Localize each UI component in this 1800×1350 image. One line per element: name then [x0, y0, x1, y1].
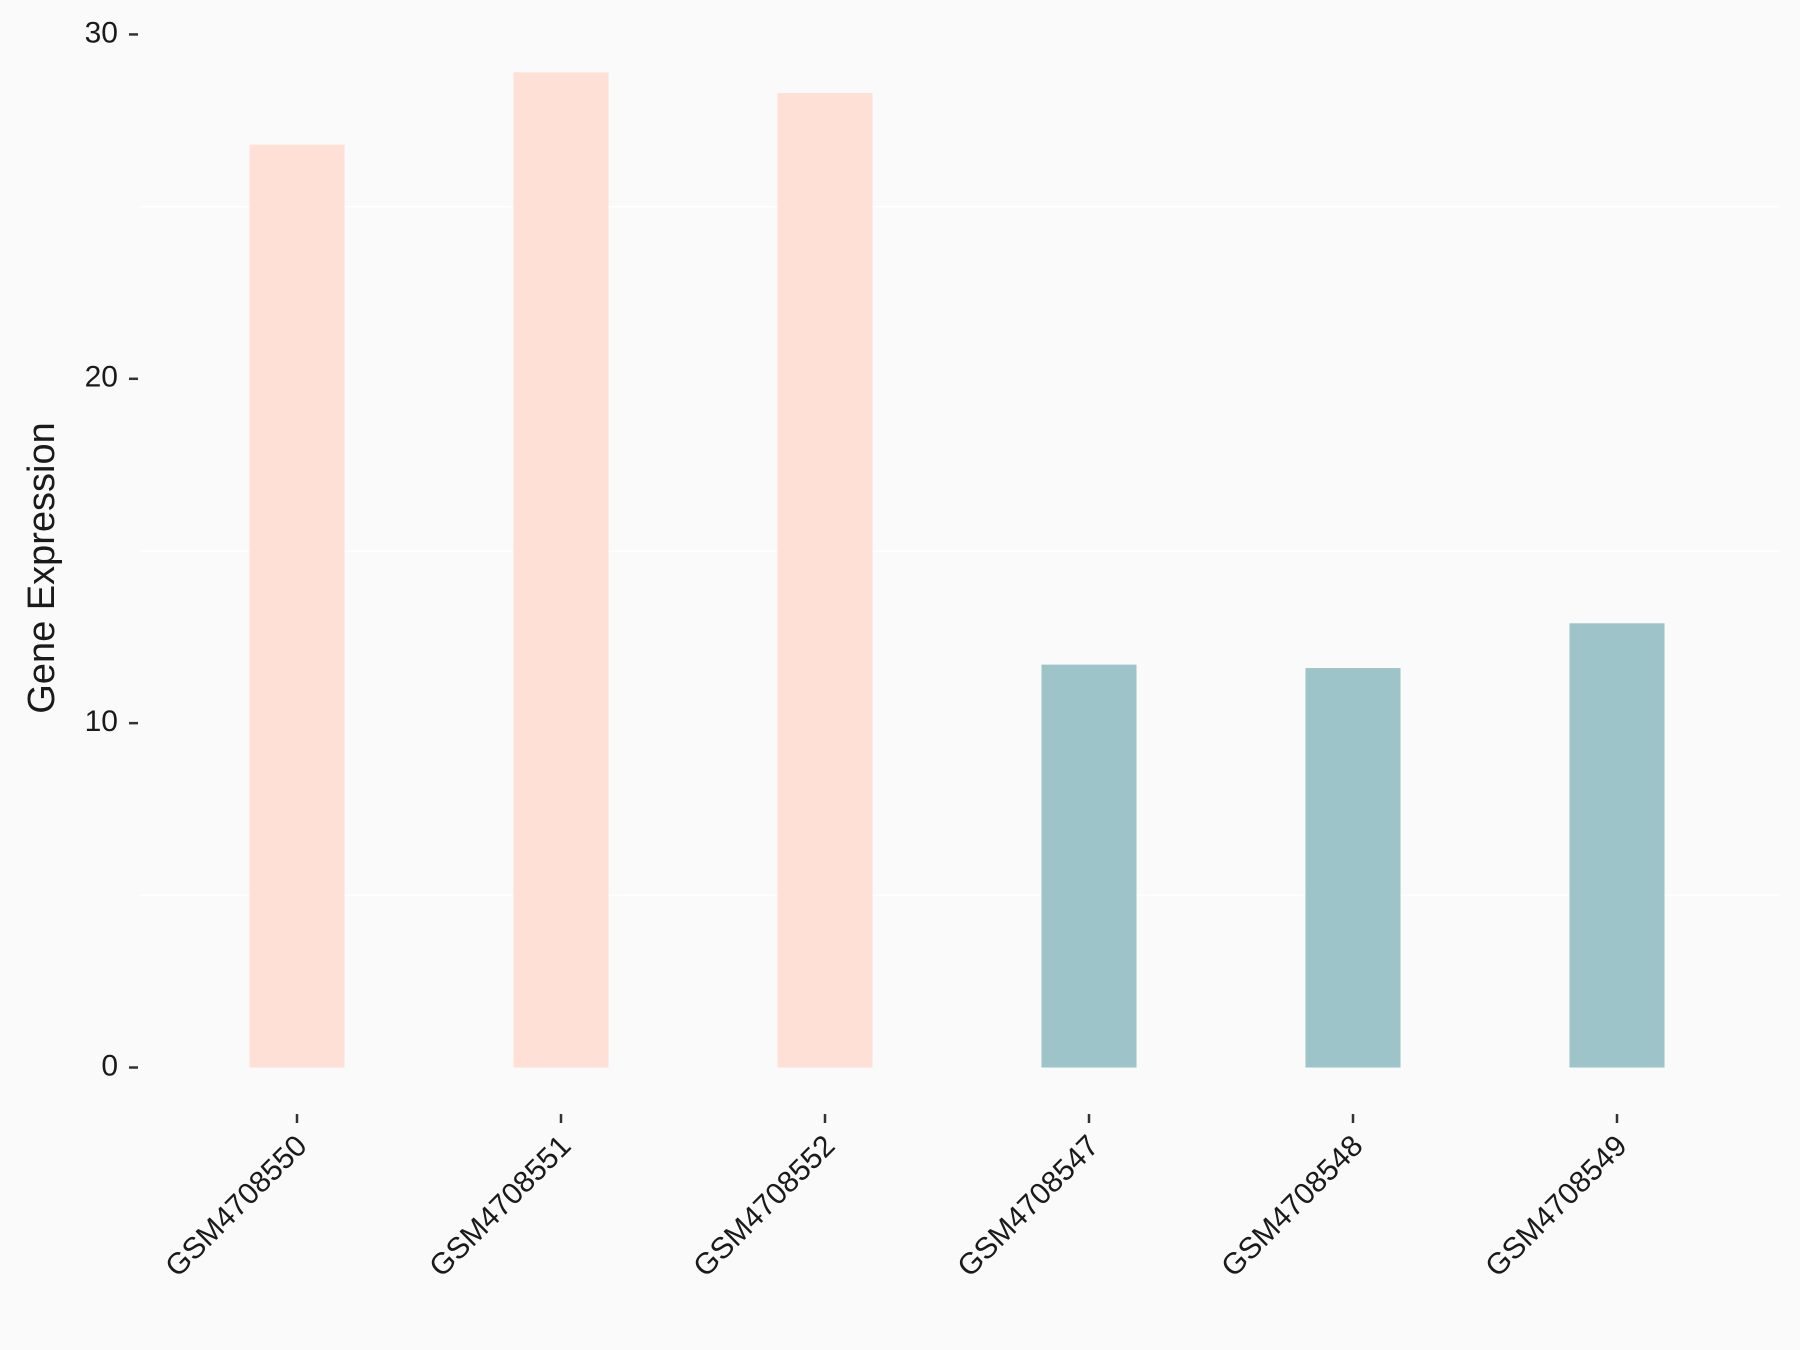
y-tick-label: 30	[85, 16, 118, 49]
y-tick-label: 10	[85, 705, 118, 738]
bar	[1041, 664, 1137, 1068]
bar	[1569, 623, 1665, 1068]
y-tick-label: 0	[101, 1049, 118, 1082]
bar	[249, 144, 345, 1068]
x-tick-label: GSM4708552	[687, 1129, 841, 1283]
bar	[513, 72, 609, 1068]
x-tick-label: GSM4708551	[423, 1129, 577, 1283]
bar	[777, 92, 873, 1068]
x-tick-label: GSM4708549	[1479, 1129, 1633, 1283]
x-tick-label: GSM4708548	[1215, 1129, 1369, 1283]
bar	[1305, 668, 1401, 1068]
x-tick-label: GSM4708547	[951, 1129, 1105, 1283]
y-axis-label: Gene Expression	[21, 422, 63, 714]
x-tick-label: GSM4708550	[159, 1129, 313, 1283]
y-tick-label: 20	[85, 361, 118, 394]
